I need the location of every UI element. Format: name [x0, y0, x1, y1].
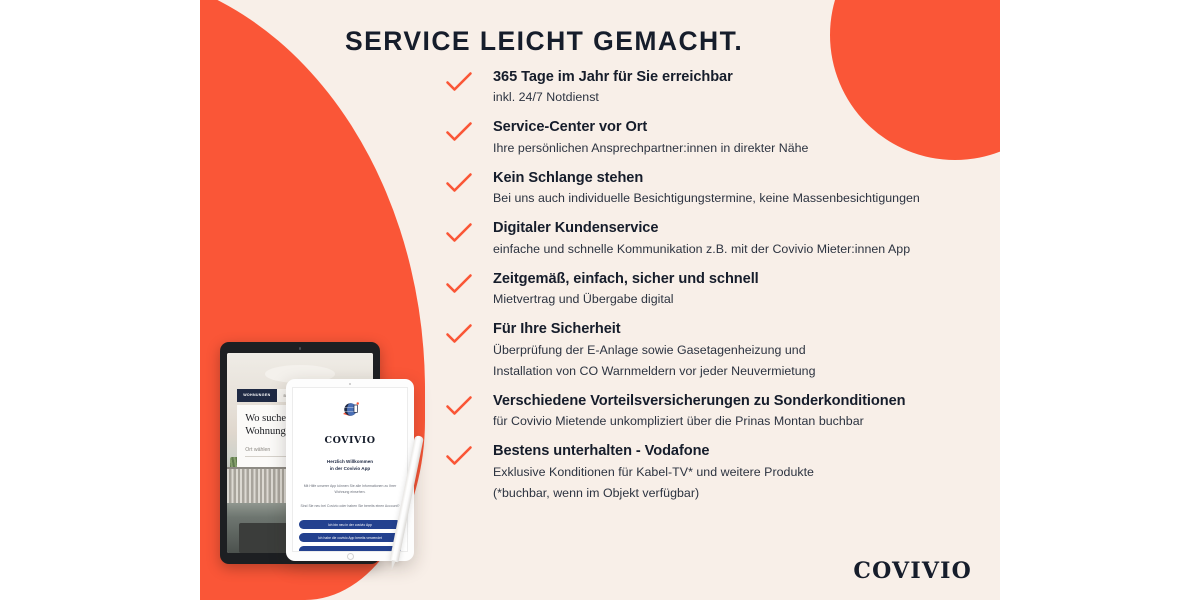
- device-mockup-group: WOHNUNGEN BÜRO GEWERBE SERVICE Wo suchen…: [214, 338, 474, 583]
- app-existing-user-button[interactable]: Ich habe die covivio App bereits verwend…: [298, 533, 402, 543]
- camera-icon: [349, 382, 351, 385]
- light-tablet-screen: COVIVIO Herzlich Willkommen in der Coviv…: [292, 387, 408, 552]
- check-icon: [445, 323, 473, 345]
- covivio-app-globe-icon: [337, 399, 363, 423]
- content-panel: SERVICE LEICHT GEMACHT. 365 Tage im Jahr…: [200, 0, 1000, 600]
- feature-subtitle: Überprüfung der E-Anlage sowie Gasetagen…: [493, 342, 806, 357]
- check-icon: [445, 273, 473, 295]
- check-icon: [445, 222, 473, 244]
- list-item: Kein Schlange stehen Bei uns auch indivi…: [445, 169, 985, 208]
- feature-title: Für Ihre Sicherheit: [493, 321, 621, 338]
- feature-subtitle: Mietvertrag und Übergabe digital: [493, 292, 674, 307]
- feature-subtitle: Exklusive Konditionen für Kabel-TV* und …: [493, 464, 814, 479]
- check-icon: [445, 121, 473, 143]
- covivio-logo: COVIVIO: [853, 558, 972, 584]
- app-new-user-button[interactable]: Ich bin neu in der covivio App: [298, 520, 402, 530]
- feature-title: Service-Center vor Ort: [493, 119, 648, 136]
- feature-list: 365 Tage im Jahr für Sie erreichbar inkl…: [445, 68, 985, 514]
- search-heading-line2: Wohnung?: [245, 425, 291, 437]
- app-brand-wordmark: COVIVIO: [324, 435, 376, 446]
- stylus-tip: [389, 559, 396, 571]
- feature-title: Bestens unterhalten - Vodafone: [493, 443, 710, 460]
- feature-subtitle-line2: (*buchbar, wenn im Objekt verfügbar): [493, 485, 700, 500]
- home-button-icon[interactable]: [346, 552, 354, 560]
- app-third-button[interactable]: [298, 546, 402, 551]
- feature-subtitle: inkl. 24/7 Notdienst: [493, 90, 599, 105]
- feature-subtitle: für Covivio Mietende unkompliziert über …: [493, 414, 864, 429]
- list-item: Service-Center vor Ort Ihre persönlichen…: [445, 118, 985, 157]
- app-welcome-line2: in der Covivio App: [329, 466, 371, 472]
- list-item: Zeitgemäß, einfach, sicher und schnell M…: [445, 270, 985, 309]
- app-body-copy-2: Sind Sie neu bei Covivio oder haben Sie …: [300, 503, 400, 508]
- feature-title: Verschiedene Vorteilsversicherungen zu S…: [493, 392, 906, 409]
- list-item: Verschiedene Vorteilsversicherungen zu S…: [445, 392, 985, 431]
- app-body-copy-1: Mit Hilfe unserer App können Sie alle In…: [303, 483, 397, 494]
- nav-item-wohnungen[interactable]: WOHNUNGEN: [237, 389, 277, 402]
- ceiling-lamp-shape: [264, 365, 336, 383]
- list-item: 365 Tage im Jahr für Sie erreichbar inkl…: [445, 68, 985, 107]
- feature-subtitle-line2: Installation von CO Warnmeldern vor jede…: [493, 363, 816, 378]
- app-welcome-line1: Herzlich Willkommen: [326, 459, 374, 464]
- light-tablet-device: COVIVIO Herzlich Willkommen in der Coviv…: [286, 379, 414, 561]
- feature-subtitle: Bei uns auch individuelle Besichtigungst…: [493, 191, 920, 206]
- app-button-group: Ich bin neu in der covivio App Ich habe …: [298, 520, 402, 551]
- feature-title: Zeitgemäß, einfach, sicher und schnell: [493, 270, 759, 287]
- check-icon: [445, 172, 473, 194]
- camera-icon: [298, 347, 302, 350]
- check-icon: [445, 395, 473, 417]
- feature-title: Digitaler Kundenservice: [493, 220, 659, 237]
- feature-subtitle: einfache und schnelle Kommunikation z.B.…: [493, 241, 911, 256]
- feature-subtitle: Ihre persönlichen Ansprechpartner:innen …: [493, 140, 809, 155]
- check-icon: [445, 71, 473, 93]
- list-item: Bestens unterhalten - Vodafone Exklusive…: [445, 442, 985, 503]
- feature-title: Kein Schlange stehen: [493, 169, 644, 186]
- check-icon: [445, 445, 473, 467]
- feature-title: 365 Tage im Jahr für Sie erreichbar: [493, 69, 733, 85]
- list-item: Digitaler Kundenservice einfache und sch…: [445, 219, 985, 258]
- app-welcome-heading: Herzlich Willkommen in der Covivio App: [327, 458, 373, 473]
- list-item: Für Ihre Sicherheit Überprüfung der E-An…: [445, 320, 985, 381]
- page-title: SERVICE LEICHT GEMACHT.: [345, 26, 744, 56]
